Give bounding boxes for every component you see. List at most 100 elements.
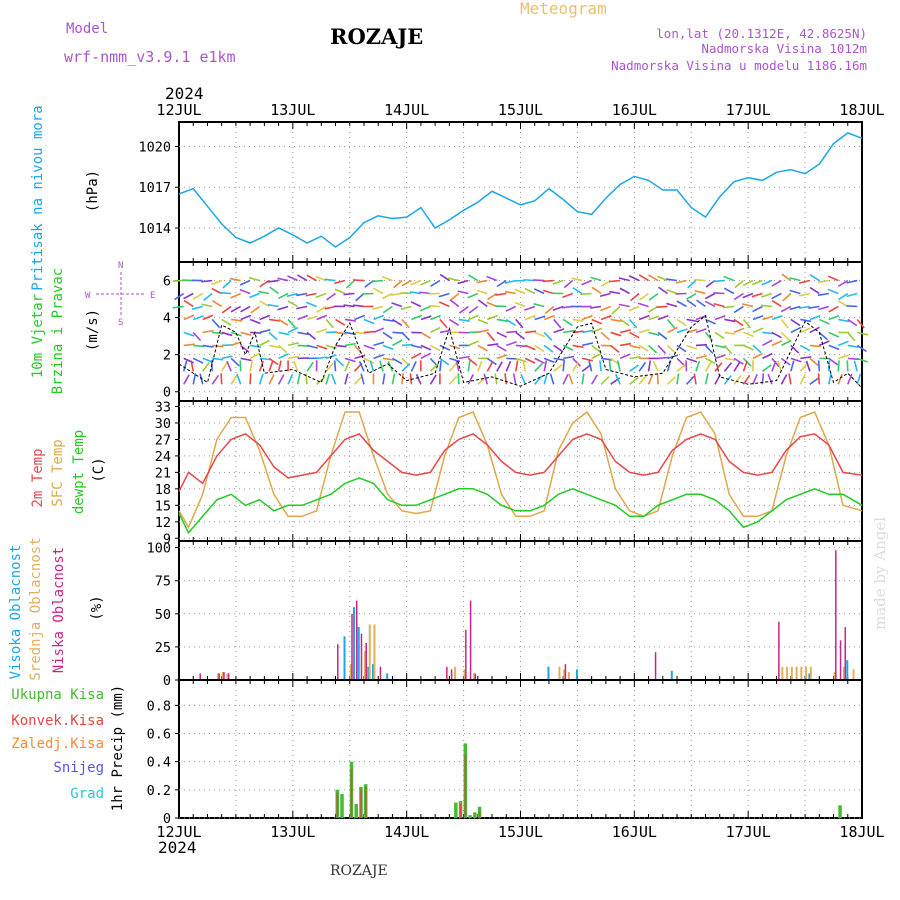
wind-arrow xyxy=(202,344,214,348)
wind-arrow xyxy=(411,314,422,321)
y-tick-label: 2 xyxy=(163,348,171,364)
y-tick-label: 0 xyxy=(163,811,171,827)
wind-arrow xyxy=(459,305,469,314)
wind-arrow xyxy=(515,357,527,363)
wind-arrow xyxy=(411,352,422,360)
wind-arrow xyxy=(524,287,536,295)
wind-arrow xyxy=(515,344,527,348)
wind-arrow xyxy=(420,315,432,321)
bar xyxy=(360,633,363,680)
wind-arrow xyxy=(714,344,726,349)
bar xyxy=(459,803,462,818)
wind-arrow xyxy=(837,279,849,287)
wind-arrow xyxy=(230,292,241,299)
wind-arrow xyxy=(430,279,441,288)
wind-arrow xyxy=(761,364,772,372)
wind-arrow xyxy=(192,357,204,364)
wind-arrow xyxy=(837,300,849,308)
precip-unit: 1hr Precip (mm) xyxy=(110,685,126,811)
wind-arrow xyxy=(401,363,411,372)
wind-arrow xyxy=(616,360,621,372)
wind-arrow xyxy=(496,331,508,338)
wind-arrow xyxy=(780,318,789,329)
wind-arrow xyxy=(183,292,194,300)
bar xyxy=(199,673,201,680)
wind-arrow xyxy=(382,373,386,385)
bar xyxy=(563,669,566,680)
wind-arrow xyxy=(714,314,726,321)
wind-arrow xyxy=(571,361,580,372)
wind-arrow xyxy=(590,374,598,385)
wind-arrow xyxy=(675,279,687,284)
wind-arrow xyxy=(838,292,849,301)
wind-arrow xyxy=(287,275,298,282)
wind-arrow xyxy=(742,360,748,372)
wind-arrow xyxy=(438,292,450,298)
wind-arrow xyxy=(733,361,741,372)
wind-arrow xyxy=(657,314,669,321)
location-title: ROZAJE xyxy=(330,24,423,49)
wind-arrow xyxy=(211,279,222,286)
wind-arrow xyxy=(694,290,706,295)
wind-arrow xyxy=(790,360,795,372)
wind-arrow xyxy=(296,373,301,385)
wind-arrow xyxy=(800,318,812,323)
wind-arrow xyxy=(483,373,489,385)
bar xyxy=(809,666,812,680)
wind-arrow xyxy=(808,305,820,309)
wind-arrow xyxy=(316,328,328,334)
wind-arrow xyxy=(534,344,545,353)
wind-arrow xyxy=(250,331,262,334)
wind-arrow xyxy=(373,327,384,334)
wind-arrow xyxy=(767,373,773,385)
wind-arrow xyxy=(761,292,773,298)
bar xyxy=(465,629,467,680)
wind-arrow xyxy=(524,344,536,351)
wind-arrow xyxy=(211,318,221,329)
wind-arrow xyxy=(352,279,365,282)
day-label-bottom: 18JUL xyxy=(839,823,884,841)
wind-arrow xyxy=(658,286,668,295)
wind-arrow xyxy=(686,318,698,323)
bar xyxy=(360,789,362,818)
bar xyxy=(450,669,453,680)
plot-layer: 12JUL 12JUL 13JUL 13JUL 14JUL 14JUL 15JUL 15JUL… xyxy=(138,101,884,841)
wind-arrow xyxy=(800,327,811,334)
cloud-title-2: Srednja Oblacnost xyxy=(28,537,44,680)
wind-arrow xyxy=(315,275,327,282)
wind-arrow xyxy=(344,342,356,347)
wind-arrow xyxy=(467,357,478,366)
day-label-top: 14JUL xyxy=(384,101,429,119)
y-tick-label: 0.2 xyxy=(147,783,171,799)
wind-arrow xyxy=(799,344,811,352)
bar xyxy=(349,664,352,680)
wind-arrow xyxy=(704,292,716,300)
y-tick-label: 0.8 xyxy=(147,698,171,714)
wind-arrow xyxy=(382,318,394,322)
bar xyxy=(575,669,578,680)
wind-arrow xyxy=(487,343,499,347)
wind-arrow xyxy=(267,303,279,308)
wind-arrow xyxy=(477,344,488,352)
wind-arrow xyxy=(306,315,318,321)
wind-arrow xyxy=(790,318,801,327)
bar xyxy=(463,669,466,680)
wind-arrow xyxy=(543,373,548,385)
wind-arrow xyxy=(790,344,800,354)
wind-arrow xyxy=(696,299,706,308)
cloud-unit: (%) xyxy=(89,595,105,620)
wind-arrow xyxy=(239,288,251,295)
wind-arrow xyxy=(231,318,243,322)
precip-legend-conv: Konvek.Kisa xyxy=(11,713,104,729)
wind-arrow xyxy=(781,273,792,282)
wind-arrow xyxy=(771,331,782,339)
wind-arrow xyxy=(296,305,308,310)
wind-arrow xyxy=(599,292,611,298)
wind-arrow xyxy=(515,318,524,329)
wind-arrow xyxy=(666,344,676,354)
wind-arrow xyxy=(512,373,517,385)
wind-arrow xyxy=(798,292,811,297)
wind-arrow xyxy=(297,314,309,321)
wind-arrow xyxy=(581,342,594,347)
wind-arrow xyxy=(524,305,535,311)
